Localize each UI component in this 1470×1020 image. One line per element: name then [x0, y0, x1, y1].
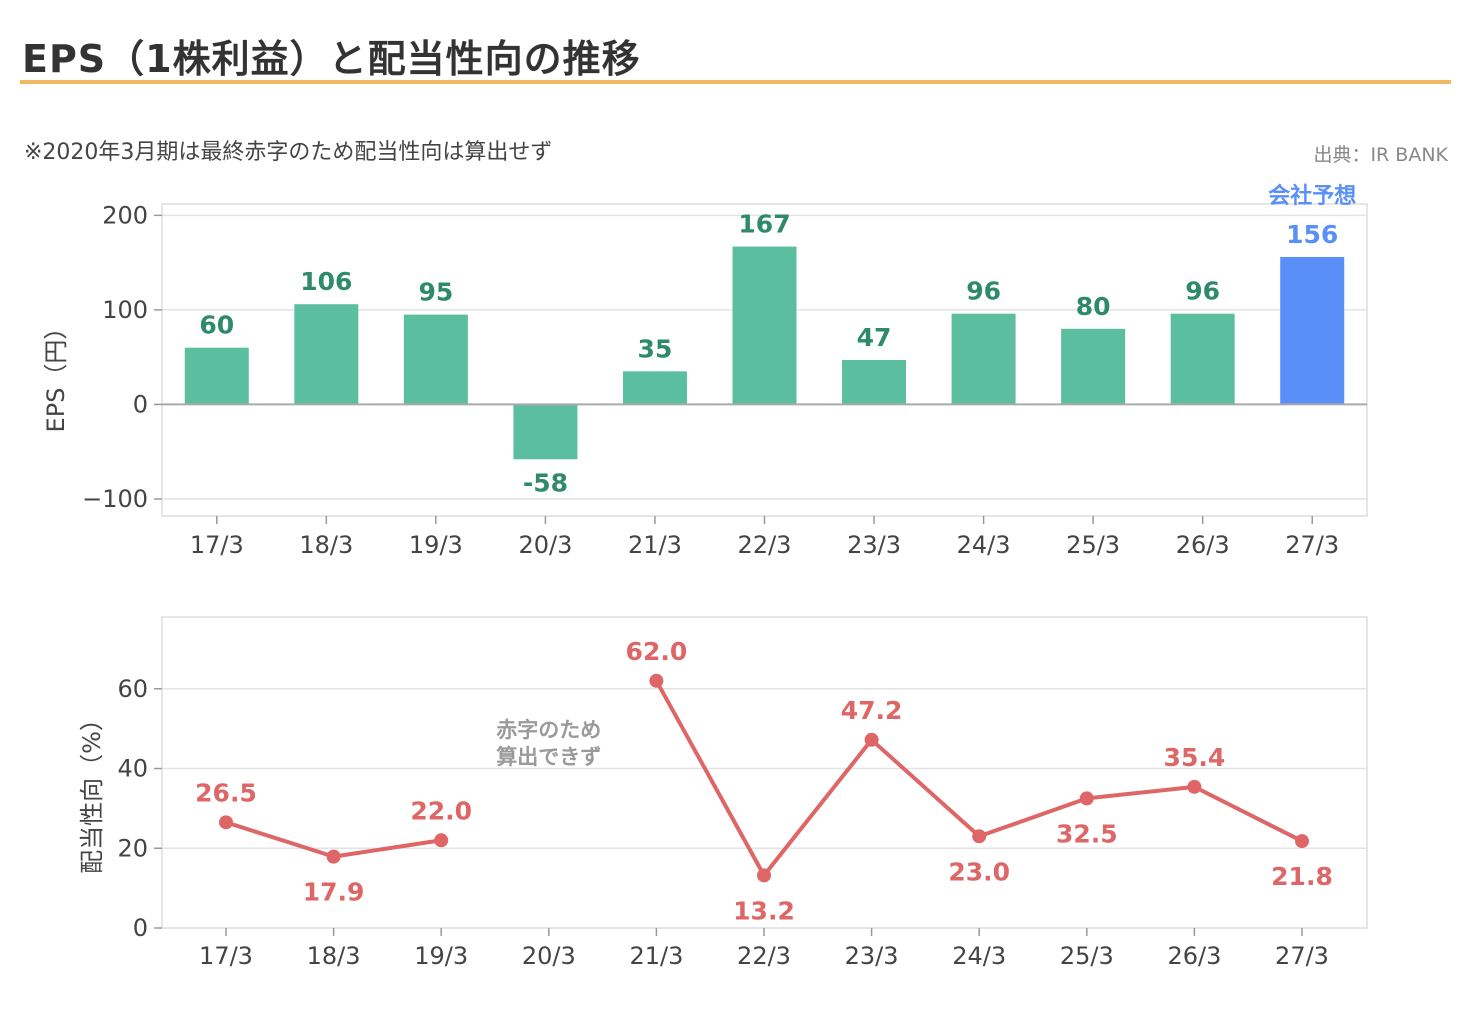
payout-point — [757, 868, 771, 883]
title-underline — [20, 80, 1451, 84]
eps-ytick-label: 0 — [133, 390, 148, 418]
payout-xtick-label: 23/3 — [845, 942, 899, 970]
eps-bar — [732, 246, 797, 405]
payout-ytick-label: 0 — [133, 914, 148, 942]
payout-point — [434, 833, 449, 848]
eps-value-label: 156 — [1286, 220, 1338, 249]
eps-bar — [184, 347, 249, 405]
eps-xtick-label: 19/3 — [409, 531, 463, 559]
eps-bar — [1061, 328, 1126, 405]
eps-bar-forecast — [1280, 256, 1345, 405]
payout-value-label: 13.2 — [733, 896, 795, 925]
payout-point — [326, 849, 341, 864]
payout-point — [1187, 779, 1202, 794]
payout-xtick-label: 26/3 — [1167, 942, 1221, 970]
eps-xtick-label: 23/3 — [847, 531, 901, 559]
eps-value-label: 47 — [857, 323, 892, 352]
eps-bar — [622, 371, 687, 405]
payout-xtick-label: 25/3 — [1060, 942, 1114, 970]
eps-xtick-label: 27/3 — [1285, 531, 1339, 559]
eps-ytick-label: 100 — [102, 296, 148, 324]
payout-point — [1079, 791, 1094, 806]
eps-ytick-label: −100 — [82, 485, 148, 513]
payout-xtick-label: 27/3 — [1275, 942, 1329, 970]
eps-value-label: 35 — [638, 334, 673, 363]
page-title: EPS（1株利益）と配当性向の推移 — [22, 37, 641, 81]
forecast-label: 会社予想 — [1268, 183, 1356, 209]
chart-note: ※2020年3月期は最終赤字のため配当性向は算出せず — [24, 140, 553, 165]
payout-ytick-label: 60 — [117, 675, 148, 703]
eps-value-label: 95 — [418, 278, 453, 307]
eps-value-label: 167 — [738, 210, 790, 239]
eps-value-label: 106 — [300, 267, 352, 296]
eps-bar — [842, 360, 907, 405]
payout-series-line — [654, 679, 1303, 878]
payout-value-label: 21.8 — [1271, 862, 1333, 891]
missing-data-note: 赤字のため — [496, 718, 601, 742]
payout-value-label: 17.9 — [303, 878, 365, 907]
payout-point — [864, 732, 879, 747]
payout-xtick-label: 21/3 — [629, 942, 683, 970]
eps-axis-title: EPS（円） — [42, 316, 70, 433]
missing-data-note: 算出できず — [496, 745, 601, 769]
eps-value-label: 96 — [966, 277, 1001, 306]
payout-ytick-label: 20 — [117, 834, 148, 862]
eps-xtick-label: 17/3 — [190, 531, 244, 559]
payout-value-label: 26.5 — [195, 778, 257, 807]
source-credit: 出典：IR BANK — [1313, 144, 1448, 166]
eps-bar — [951, 313, 1016, 405]
payout-point — [649, 673, 664, 688]
payout-point — [972, 829, 987, 844]
payout-xtick-label: 18/3 — [307, 942, 361, 970]
eps-ytick-label: 200 — [102, 201, 148, 229]
eps-xtick-label: 22/3 — [738, 531, 792, 559]
payout-xtick-label: 17/3 — [199, 942, 253, 970]
eps-xtick-label: 25/3 — [1066, 531, 1120, 559]
payout-xtick-label: 20/3 — [522, 942, 576, 970]
eps-xtick-label: 18/3 — [299, 531, 353, 559]
payout-xtick-label: 22/3 — [737, 942, 791, 970]
eps-value-label: -58 — [523, 468, 568, 497]
payout-value-label: 47.2 — [841, 696, 903, 725]
eps-xtick-label: 26/3 — [1176, 531, 1230, 559]
payout-value-label: 32.5 — [1056, 819, 1118, 848]
eps-bar — [513, 404, 578, 460]
eps-value-label: 96 — [1185, 277, 1220, 306]
payout-value-label: 62.0 — [626, 637, 688, 666]
payout-point — [219, 815, 233, 830]
payout-xtick-label: 19/3 — [414, 942, 468, 970]
payout-axis-title: 配当性向（%） — [78, 707, 106, 874]
eps-xtick-label: 24/3 — [957, 531, 1011, 559]
eps-bar — [294, 304, 359, 405]
payout-xtick-label: 24/3 — [952, 942, 1006, 970]
eps-bar — [1170, 313, 1235, 405]
eps-value-label: 60 — [199, 311, 234, 340]
eps-xtick-label: 20/3 — [518, 531, 572, 559]
payout-value-label: 22.0 — [410, 796, 472, 825]
eps-value-label: 80 — [1076, 292, 1111, 321]
eps-bar — [403, 314, 468, 405]
payout-value-label: 35.4 — [1164, 743, 1226, 772]
payout-point — [1295, 834, 1309, 849]
payout-ytick-label: 40 — [117, 755, 148, 783]
eps-xtick-label: 21/3 — [628, 531, 682, 559]
payout-value-label: 23.0 — [948, 857, 1010, 886]
